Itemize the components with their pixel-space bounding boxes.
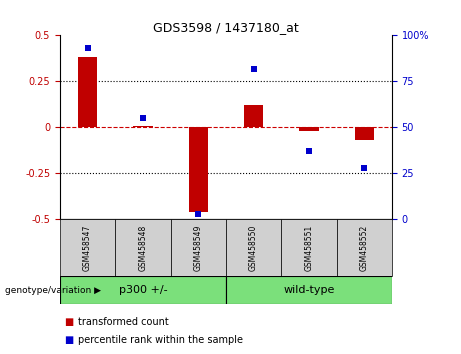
Point <box>84 45 91 51</box>
Bar <box>226 219 281 276</box>
Text: GSM458550: GSM458550 <box>249 224 258 271</box>
Bar <box>115 219 171 276</box>
Text: ■: ■ <box>65 335 74 345</box>
Bar <box>133 126 153 127</box>
Point <box>361 165 368 171</box>
Bar <box>355 127 374 140</box>
Bar <box>226 276 392 304</box>
Point <box>250 66 257 72</box>
Point <box>305 149 313 154</box>
Text: wild-type: wild-type <box>283 285 335 295</box>
Text: GSM458547: GSM458547 <box>83 224 92 271</box>
Bar <box>78 57 97 127</box>
Text: genotype/variation ▶: genotype/variation ▶ <box>5 286 100 295</box>
Bar <box>299 127 319 131</box>
Bar <box>171 219 226 276</box>
Bar <box>60 219 115 276</box>
Point <box>195 211 202 217</box>
Bar <box>60 276 226 304</box>
Bar <box>281 219 337 276</box>
Text: GSM458548: GSM458548 <box>138 225 148 271</box>
Text: ■: ■ <box>65 317 74 327</box>
Point <box>139 115 147 121</box>
Bar <box>244 105 263 127</box>
Text: GSM458549: GSM458549 <box>194 224 203 271</box>
Text: p300 +/-: p300 +/- <box>118 285 167 295</box>
Text: GSM458552: GSM458552 <box>360 225 369 271</box>
Text: GSM458551: GSM458551 <box>304 225 313 271</box>
Text: percentile rank within the sample: percentile rank within the sample <box>78 335 243 345</box>
Bar <box>337 219 392 276</box>
Text: transformed count: transformed count <box>78 317 169 327</box>
Bar <box>189 127 208 212</box>
Title: GDS3598 / 1437180_at: GDS3598 / 1437180_at <box>153 21 299 34</box>
